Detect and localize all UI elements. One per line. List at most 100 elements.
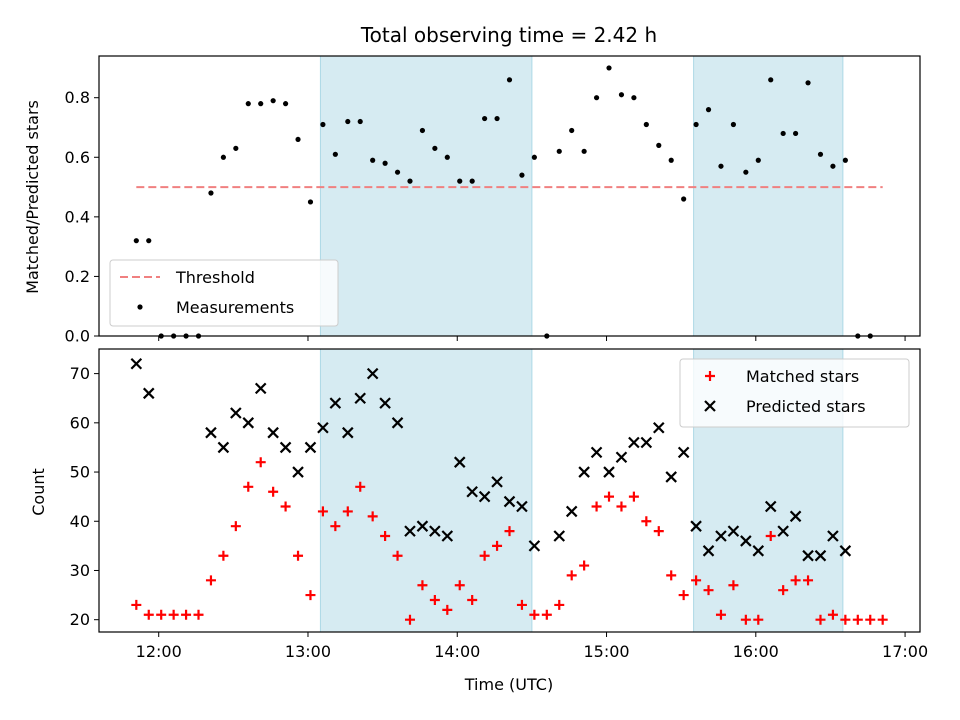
matched-star-point	[280, 501, 291, 512]
measurement-point	[345, 118, 351, 125]
matched-star-point	[168, 609, 179, 620]
matched-star-point	[628, 491, 639, 502]
y-tick-label: 0.2	[65, 267, 90, 286]
measurement-point	[755, 157, 761, 163]
x-tick-label: 13:00	[285, 642, 331, 661]
matched-star-point	[317, 506, 328, 517]
predicted-star-point	[130, 357, 143, 370]
measurement-point	[270, 98, 276, 104]
measurement-point	[793, 130, 799, 137]
measurement-point	[780, 130, 786, 137]
y-tick-label: 0.8	[65, 88, 90, 107]
matched-star-point	[404, 614, 415, 625]
predicted-star-point	[466, 485, 478, 498]
top-y-axis-label: Matched/Predicted stars	[23, 100, 42, 294]
shaded-interval	[319, 348, 533, 633]
legend: Matched stars Predicted stars	[679, 358, 910, 428]
measurement-point	[494, 115, 500, 122]
x-tick-label: 14:00	[434, 642, 480, 661]
matched-star-point	[740, 614, 751, 625]
predicted-star-point	[292, 466, 304, 478]
predicted-star-point	[590, 446, 603, 459]
matched-star-point	[380, 531, 391, 542]
matched-star-point	[205, 575, 216, 586]
matched-star-point	[492, 540, 503, 551]
y-tick-label: 20	[70, 610, 90, 629]
matched-star-point	[554, 599, 565, 610]
matched-star-point	[840, 614, 851, 625]
measurement-point	[842, 157, 848, 163]
matched-star-point	[803, 575, 814, 586]
matched-star-point	[728, 580, 739, 591]
axes-frame	[98, 348, 921, 633]
predicted-star-point	[254, 382, 267, 395]
measurement-point	[419, 127, 426, 134]
predicted-star-point	[802, 549, 814, 562]
predicted-star-point	[628, 436, 640, 449]
predicted-star-point	[404, 525, 416, 537]
measurement-point	[258, 101, 264, 107]
predicted-star-point	[317, 421, 329, 434]
matched-star-point	[355, 481, 366, 492]
predicted-star-point	[342, 426, 354, 439]
matched-star-point	[691, 575, 702, 586]
top-axes: 0.0 0.2 0.4 0.6 0.8 Threshold Measurements	[65, 55, 921, 346]
predicted-star-point	[789, 510, 802, 523]
predicted-star-point	[603, 466, 615, 478]
matched-star-point	[790, 575, 801, 586]
matched-star-point	[504, 526, 515, 537]
measurement-point	[606, 65, 612, 71]
matched-star-point	[641, 516, 652, 527]
predicted-star-point	[752, 545, 765, 557]
predicted-star-point	[528, 540, 541, 552]
measurement-point	[370, 157, 376, 163]
measurement-point	[581, 148, 587, 154]
shaded-interval	[319, 55, 533, 337]
predicted-star-point	[391, 417, 404, 429]
predicted-star-point	[615, 451, 628, 464]
matched-star-point	[678, 590, 689, 601]
x-tick-label: 16:00	[733, 642, 779, 661]
predicted-star-point	[230, 407, 242, 419]
matched-star-point	[293, 550, 304, 561]
y-tick-label: 0.6	[65, 148, 90, 167]
x-axis-label: Time (UTC)	[464, 675, 553, 694]
matched-star-point	[330, 521, 341, 532]
matched-star-point	[579, 560, 590, 571]
matched-star-point	[516, 599, 527, 610]
chart-title: Total observing time = 2.42 h	[360, 23, 657, 47]
measurement-point	[618, 92, 625, 98]
matched-star-point	[529, 609, 540, 620]
measurement-point	[245, 101, 251, 107]
y-tick-label: 70	[70, 364, 90, 383]
matched-star-point	[392, 550, 403, 561]
matched-star-point	[255, 457, 266, 468]
legend: Threshold Measurements	[109, 259, 339, 327]
matched-star-point	[479, 550, 490, 561]
matched-star-point	[703, 585, 714, 596]
predicted-star-point	[690, 520, 702, 532]
matched-star-point	[230, 521, 241, 532]
matched-star-point	[429, 595, 440, 606]
measurement-point	[320, 121, 326, 128]
measurement-point	[668, 157, 674, 163]
legend-box	[109, 259, 339, 327]
predicted-star-point	[205, 426, 217, 439]
predicted-star-point	[279, 441, 292, 454]
legend-matched-swatch	[705, 371, 715, 381]
predicted-star-point	[814, 549, 827, 562]
predicted-star-point	[354, 392, 367, 404]
matched-star-point	[616, 501, 627, 512]
measurement-point	[133, 238, 139, 244]
measurement-point	[295, 136, 301, 143]
y-tick-label: 30	[70, 561, 90, 580]
predicted-star-point	[142, 387, 155, 400]
matched-star-point	[243, 481, 254, 492]
measurement-point	[357, 118, 363, 125]
measurement-point	[444, 154, 450, 160]
predicted-star-point	[217, 441, 230, 454]
matched-star-point	[778, 585, 789, 596]
predicted-star-point	[578, 466, 590, 478]
predicted-star-point	[665, 471, 677, 483]
predicted-star-point	[764, 500, 777, 513]
